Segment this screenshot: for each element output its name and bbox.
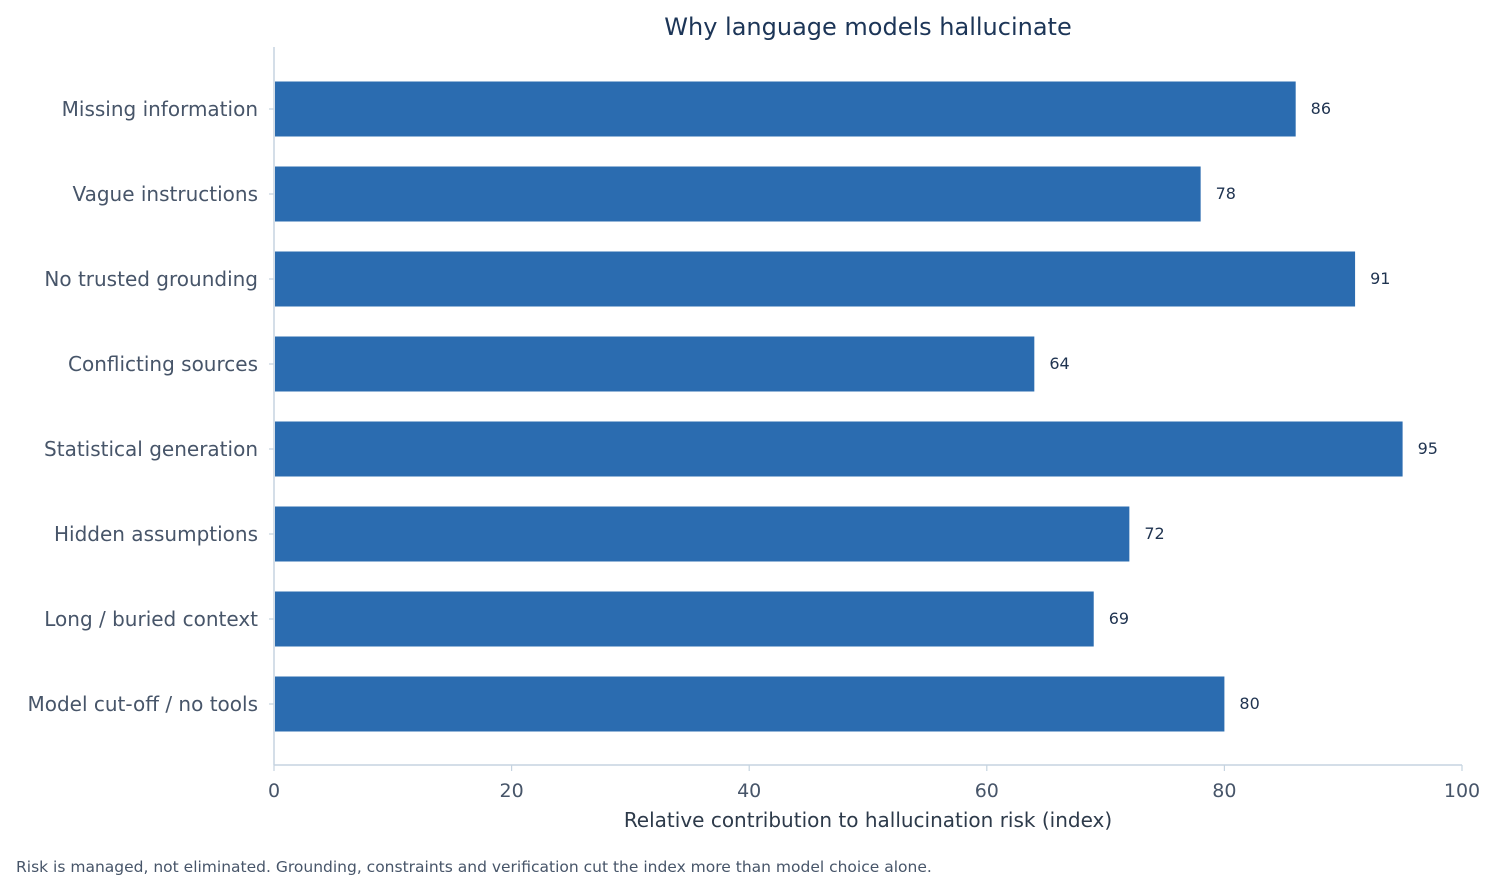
x-tick-label: 0 [268, 780, 280, 802]
x-tick-label: 80 [1212, 780, 1236, 802]
category-label: Model cut-off / no tools [27, 692, 258, 716]
data-label: 95 [1418, 439, 1438, 458]
data-label: 80 [1239, 694, 1259, 713]
x-tick-label: 40 [737, 780, 761, 802]
bar-4 [275, 336, 1035, 392]
chart-title: Why language models hallucinate [664, 13, 1071, 41]
x-tick-label: 20 [500, 780, 524, 802]
bar-1 [275, 81, 1296, 137]
bars-layer [275, 81, 1403, 732]
category-label: Conflicting sources [68, 352, 258, 376]
bar-6 [275, 506, 1130, 562]
category-label: Missing information [62, 97, 258, 121]
bar-2 [275, 166, 1201, 222]
x-tick-label: 100 [1444, 780, 1480, 802]
data-label: 72 [1144, 524, 1164, 543]
category-label: Long / buried context [44, 607, 258, 631]
bar-5 [275, 421, 1403, 477]
data-labels: 86 78 91 64 95 72 69 80 [1049, 99, 1438, 713]
category-label: Statistical generation [44, 437, 258, 461]
x-tick-label: 60 [975, 780, 999, 802]
data-label: 64 [1049, 354, 1069, 373]
data-label: 69 [1109, 609, 1129, 628]
x-axis-ticks: 0 20 40 60 80 100 [268, 765, 1480, 802]
category-labels: Missing information Vague instructions No … [27, 97, 274, 716]
bar-8 [275, 676, 1225, 732]
footnote: Risk is managed, not eliminated. Groundi… [16, 858, 932, 876]
data-label: 91 [1370, 269, 1390, 288]
category-label: No trusted grounding [44, 267, 258, 291]
data-label: 86 [1311, 99, 1331, 118]
data-label: 78 [1216, 184, 1236, 203]
x-axis-title: Relative contribution to hallucination r… [624, 808, 1112, 832]
bar-3 [275, 251, 1356, 307]
category-label: Hidden assumptions [54, 522, 258, 546]
category-label: Vague instructions [72, 182, 258, 206]
bar-7 [275, 591, 1094, 647]
